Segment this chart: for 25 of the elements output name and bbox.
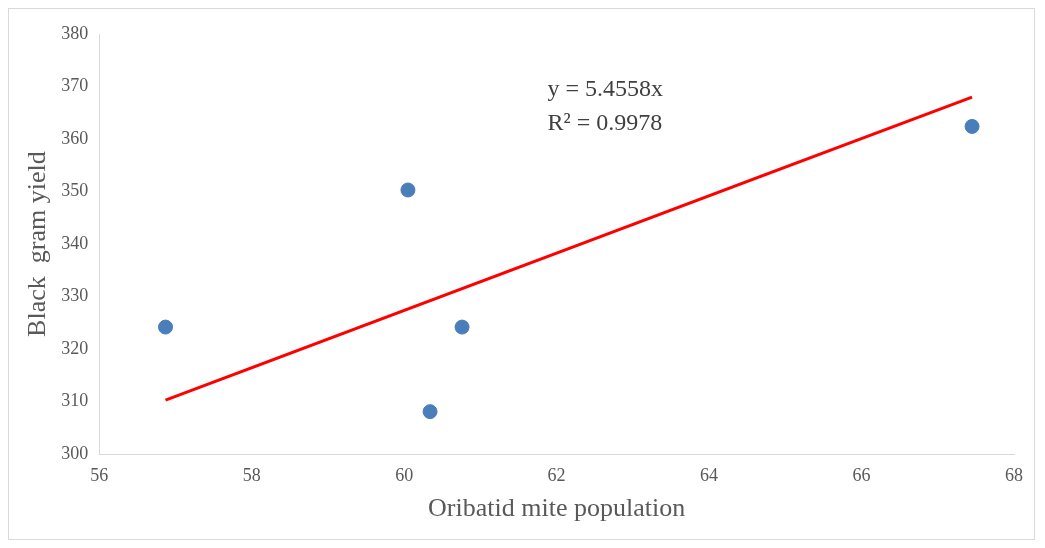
annotation: y = 5.4558x [547,75,663,102]
y-tick-label: 350 [61,180,89,201]
x-tick-label: 56 [90,464,109,485]
point [158,319,174,335]
y-tick-label: 320 [61,337,89,358]
x-tick-label: 62 [547,464,566,485]
point [454,319,470,335]
y-axis-title: Black gram yield [22,151,52,337]
y-tick-label: 300 [61,442,89,463]
y-tick-label: 310 [61,390,89,411]
point [400,182,416,198]
x-tick-label: 60 [395,464,414,485]
x-axis-title: Oribatid mite population [428,493,686,523]
x-tick-label: 58 [242,464,261,485]
point [964,118,980,134]
y-tick-label: 370 [61,75,89,96]
point [422,404,438,420]
y-tick-label: 340 [61,232,89,253]
y-tick-label: 380 [61,22,89,43]
x-tick-label: 68 [1005,464,1023,485]
y-tick-label: 360 [61,127,89,148]
x-tick-label: 64 [700,464,719,485]
y-tick-label: 330 [61,285,89,306]
annotation: R² = 0.9978 [547,109,663,136]
x-tick-label: 66 [852,464,871,485]
